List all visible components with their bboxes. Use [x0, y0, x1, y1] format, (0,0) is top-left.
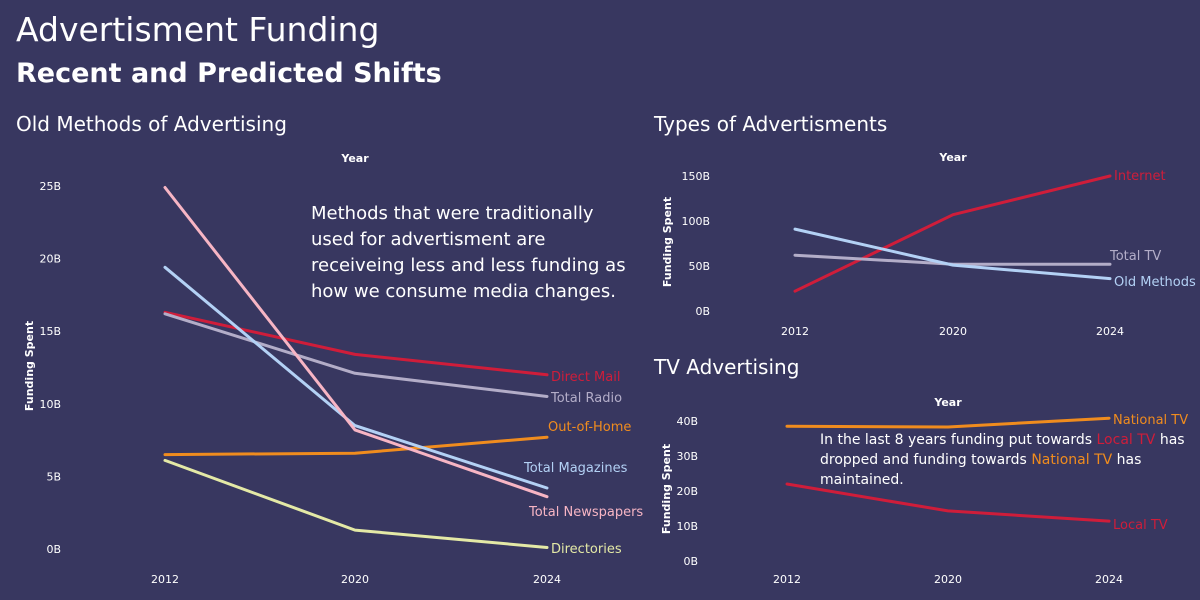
tv-series-line-local-tv — [785, 482, 1111, 523]
tv-x-axis-title: Year — [933, 396, 962, 409]
types-y-tick-0b: 0B — [695, 305, 710, 318]
tv-series-label-national-tv: National TV — [1113, 413, 1188, 428]
types-y-tick-50b: 50B — [688, 260, 710, 273]
old-y-tick-0b: 0B — [46, 543, 61, 556]
types-series-label-old-methods: Old Methods — [1114, 275, 1196, 290]
old-y-tick-5b: 5B — [46, 470, 61, 483]
old-series-label-total-radio: Total Radio — [550, 391, 622, 406]
tv-chart: TV Advertising Year Funding Spent 0B 10B 2… — [653, 355, 1188, 586]
old-y-tick-10b: 10B — [39, 398, 61, 411]
tv-annotation-part3: has maintained. — [820, 452, 1142, 488]
types-series-line-old-methods — [793, 227, 1112, 281]
old-series-label-total-newspapers: Total Newspapers — [528, 505, 643, 520]
types-chart: Types of Advertisments Year Funding Spen… — [653, 112, 1196, 338]
old-series-line-directories — [163, 458, 549, 549]
old-series-line-out-of-home — [163, 435, 549, 457]
old-series-label-directories: Directories — [551, 542, 622, 557]
old-series-label-direct-mail: Direct Mail — [551, 370, 620, 385]
types-x-axis-title: Year — [938, 151, 967, 164]
types-x-tick-2020: 2020 — [939, 325, 967, 338]
old-x-tick-2012: 2012 — [151, 573, 179, 586]
old-x-tick-2024: 2024 — [533, 573, 561, 586]
types-x-tick-2024: 2024 — [1096, 325, 1124, 338]
page-title: Advertisment Funding — [16, 10, 380, 49]
tv-series-line-national-tv — [785, 416, 1111, 429]
tv-annotation: In the last 8 years funding put towards … — [820, 430, 1190, 490]
tv-y-tick-20b: 20B — [676, 485, 698, 498]
tv-x-tick-2024: 2024 — [1095, 573, 1123, 586]
types-y-axis-title: Funding Spent — [661, 197, 674, 287]
tv-series-label-local-tv: Local TV — [1113, 518, 1168, 533]
tv-title: TV Advertising — [653, 355, 799, 379]
old-x-tick-2020: 2020 — [341, 573, 369, 586]
old-methods-annotation: Methods that were traditionally used for… — [311, 203, 626, 302]
old-methods-title: Old Methods of Advertising — [16, 112, 287, 136]
tv-x-tick-2012: 2012 — [773, 573, 801, 586]
old-y-tick-20b: 20B — [39, 253, 61, 266]
old-series-label-out-of-home: Out-of-Home — [548, 420, 631, 435]
types-series-line-internet — [793, 174, 1112, 293]
old-methods-x-axis-title: Year — [340, 152, 369, 165]
types-x-tick-2012: 2012 — [781, 325, 809, 338]
tv-y-tick-40b: 40B — [676, 415, 698, 428]
tv-annotation-local: Local TV — [1096, 432, 1156, 448]
tv-y-tick-0b: 0B — [683, 555, 698, 568]
types-series-line-total-tv — [793, 253, 1112, 266]
types-y-tick-150b: 150B — [681, 170, 710, 183]
types-series-label-internet: Internet — [1114, 169, 1166, 184]
tv-annotation-part1: In the last 8 years funding put towards — [820, 432, 1097, 448]
old-series-line-total-radio — [163, 312, 549, 398]
old-methods-y-axis-title: Funding Spent — [23, 321, 36, 411]
tv-annotation-national: National TV — [1031, 452, 1113, 468]
tv-y-axis-title: Funding Spent — [660, 444, 673, 534]
page-subtitle: Recent and Predicted Shifts — [16, 58, 442, 89]
old-y-tick-25b: 25B — [39, 180, 61, 193]
tv-y-tick-30b: 30B — [676, 450, 698, 463]
types-series-label-total-tv: Total TV — [1109, 249, 1161, 264]
old-series-label-total-magazines: Total Magazines — [523, 461, 628, 476]
old-series-line-total-newspapers — [163, 186, 549, 499]
old-methods-chart: Old Methods of Advertising Year Funding … — [16, 112, 643, 586]
tv-x-tick-2020: 2020 — [934, 573, 962, 586]
old-series-line-total-magazines — [163, 265, 549, 490]
old-y-tick-15b: 15B — [39, 325, 61, 338]
old-series-line-direct-mail — [163, 310, 549, 377]
tv-y-tick-10b: 10B — [676, 520, 698, 533]
types-title: Types of Advertisments — [653, 112, 887, 136]
tv-annotation-part2: has dropped and funding towards — [820, 432, 1185, 468]
types-y-tick-100b: 100B — [681, 215, 710, 228]
